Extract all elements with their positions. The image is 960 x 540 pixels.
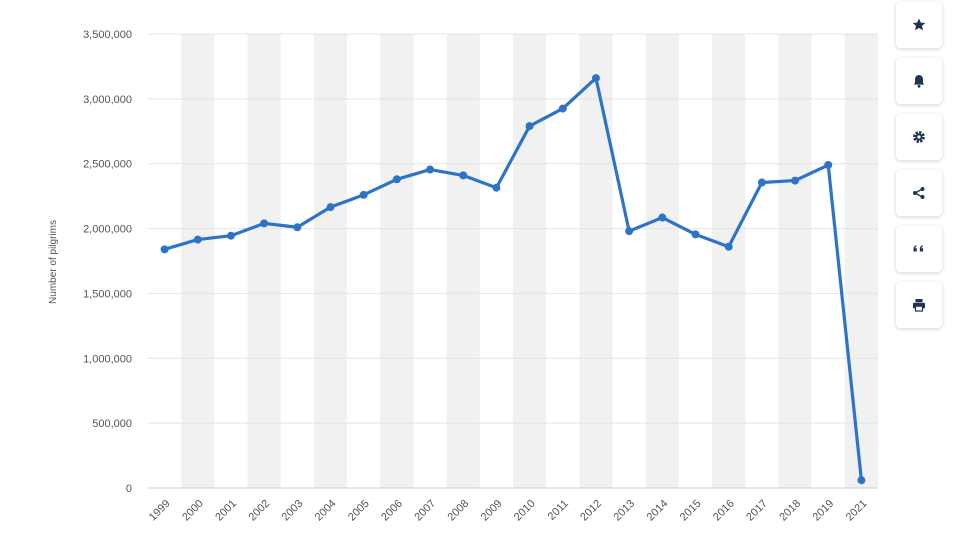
x-tick-label: 2002 xyxy=(246,498,272,524)
data-point[interactable] xyxy=(757,178,766,187)
x-tick-label: 2021 xyxy=(844,498,870,524)
data-point[interactable] xyxy=(791,176,800,185)
data-point[interactable] xyxy=(226,231,235,240)
x-tick-label: 2000 xyxy=(180,498,206,524)
data-point[interactable] xyxy=(591,74,600,83)
x-tick-label: 2009 xyxy=(479,498,505,524)
data-point[interactable] xyxy=(724,242,733,251)
y-tick-label: 0 xyxy=(126,483,132,495)
series-line xyxy=(162,76,864,482)
x-tick-label: 2013 xyxy=(611,498,637,524)
band xyxy=(844,34,878,488)
band xyxy=(513,34,547,488)
band xyxy=(446,34,480,488)
print-icon xyxy=(913,299,925,312)
x-tick-label: 2016 xyxy=(711,498,737,524)
star-icon xyxy=(912,18,926,31)
x-tick-label: 2017 xyxy=(744,498,770,524)
x-tick-label: 2012 xyxy=(578,498,604,524)
x-tick-label: 2005 xyxy=(346,498,372,524)
x-tick-label: 1999 xyxy=(147,498,173,524)
x-tick-label: 2010 xyxy=(512,498,538,524)
y-tick-label: 3,500,000 xyxy=(83,29,132,41)
data-point[interactable] xyxy=(824,161,833,170)
x-tick-label: 2008 xyxy=(446,498,472,524)
x-tick-label: 2011 xyxy=(546,498,571,523)
data-point[interactable] xyxy=(625,227,634,236)
series-group xyxy=(160,74,866,485)
data-point[interactable] xyxy=(392,175,401,184)
share-icon xyxy=(913,187,925,199)
y-tick-label: 1,000,000 xyxy=(83,353,132,365)
alternating-bands xyxy=(181,34,878,488)
data-point[interactable] xyxy=(193,235,202,244)
x-tick-label: 2003 xyxy=(280,498,306,524)
line-chart: 0 500,000 1,000,000 1,500,000 2,000,000 2,500… xyxy=(48,29,878,524)
x-tick-label: 2014 xyxy=(645,498,671,524)
x-tick-label: 2004 xyxy=(313,498,339,524)
x-tick-label: 2015 xyxy=(678,498,704,524)
favorite-button[interactable] xyxy=(896,2,942,48)
band xyxy=(778,34,812,488)
share-button[interactable] xyxy=(896,170,942,216)
data-point[interactable] xyxy=(293,223,302,232)
y-tick-label: 1,500,000 xyxy=(83,288,132,300)
band xyxy=(645,34,679,488)
y-tick-label: 2,500,000 xyxy=(83,159,132,171)
data-point[interactable] xyxy=(260,219,269,228)
x-tick-label: 2019 xyxy=(811,498,837,524)
data-point[interactable] xyxy=(160,245,169,254)
data-point[interactable] xyxy=(326,203,335,212)
y-tick-label: 3,000,000 xyxy=(83,94,132,106)
band xyxy=(181,34,215,488)
x-tick-label: 2006 xyxy=(379,498,405,524)
data-point[interactable] xyxy=(558,104,567,113)
y-tick-label: 2,000,000 xyxy=(83,224,132,236)
band xyxy=(313,34,348,488)
band xyxy=(380,34,414,488)
gear-icon xyxy=(913,131,925,143)
gridlines xyxy=(148,33,878,489)
data-point[interactable] xyxy=(658,213,667,222)
band xyxy=(247,34,281,488)
band xyxy=(712,34,746,488)
y-axis-ticks: 0 500,000 1,000,000 1,500,000 2,000,000 2,500… xyxy=(83,29,132,495)
data-point[interactable] xyxy=(857,476,866,485)
data-point[interactable] xyxy=(459,171,468,180)
quote-icon xyxy=(913,245,924,252)
x-tick-label: 2007 xyxy=(412,498,438,524)
band xyxy=(579,34,613,488)
x-tick-label: 2018 xyxy=(777,498,803,524)
data-point[interactable] xyxy=(492,183,501,192)
bell-icon xyxy=(913,75,925,88)
cite-button[interactable] xyxy=(896,226,942,272)
x-tick-label: 2001 xyxy=(213,498,239,524)
notification-button[interactable] xyxy=(896,58,942,104)
y-tick-label: 500,000 xyxy=(92,418,132,430)
y-axis-title: Number of pilgrims xyxy=(48,220,59,304)
data-point[interactable] xyxy=(426,165,435,174)
data-point[interactable] xyxy=(359,190,368,199)
settings-button[interactable] xyxy=(896,114,942,160)
data-point[interactable] xyxy=(525,122,534,131)
data-point[interactable] xyxy=(691,230,700,239)
print-button[interactable] xyxy=(896,282,942,328)
x-axis-ticks: 1999 2000 2001 2002 2003 2004 2005 2006 2007 2008… xyxy=(147,498,870,524)
